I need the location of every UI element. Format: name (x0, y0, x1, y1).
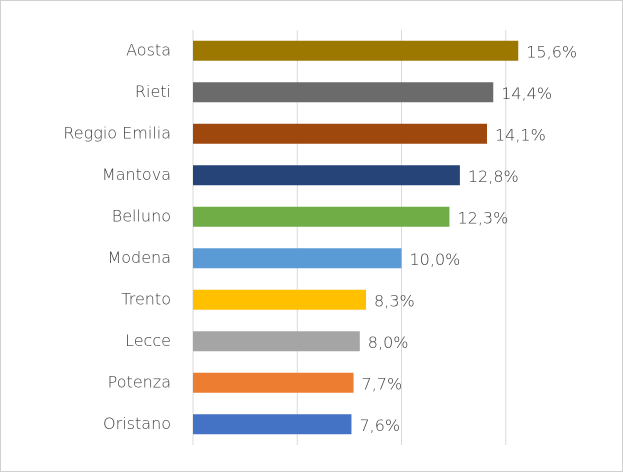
bar (193, 40, 519, 61)
data-label: 15,6% (526, 42, 577, 61)
y-tick-label: Mantova (102, 165, 171, 184)
data-label: 8,0% (368, 333, 409, 352)
data-label: 12,8% (468, 167, 519, 186)
y-tick-label: Lecce (125, 331, 171, 350)
y-tick-label: Belluno (112, 206, 171, 225)
bar (193, 289, 367, 310)
bar (193, 248, 402, 269)
y-tick-label: Modena (107, 248, 171, 267)
bar (193, 206, 450, 227)
data-label: 7,7% (362, 374, 403, 393)
data-label: 7,6% (359, 416, 400, 435)
data-label: 14,4% (501, 84, 552, 103)
bar (193, 82, 494, 103)
y-tick-label: Oristano (103, 414, 171, 433)
bar (193, 123, 487, 144)
bar (193, 165, 460, 186)
bar (193, 372, 354, 393)
y-tick-label: Potenza (108, 372, 171, 391)
y-tick-label: Aosta (126, 40, 171, 59)
bar (193, 331, 360, 352)
data-label: 12,3% (457, 208, 508, 227)
data-label: 10,0% (410, 250, 461, 269)
y-tick-label: Rieti (135, 82, 171, 101)
y-tick-label: Trento (121, 289, 171, 308)
data-label: 8,3% (374, 291, 415, 310)
y-tick-label: Reggio Emilia (63, 123, 171, 142)
data-label: 14,1% (495, 125, 546, 144)
bar (193, 414, 352, 435)
